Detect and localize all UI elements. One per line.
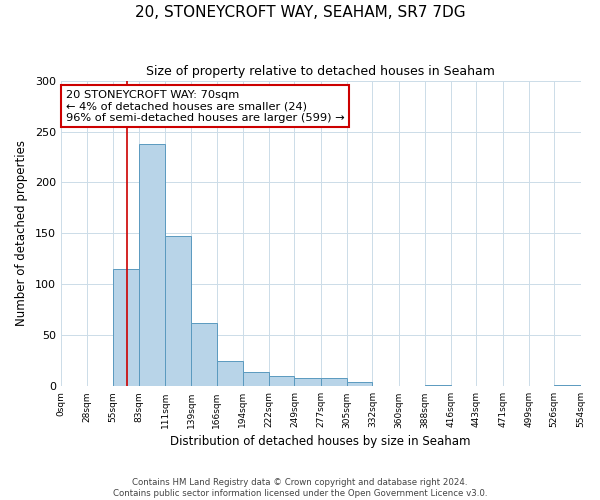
Y-axis label: Number of detached properties: Number of detached properties (15, 140, 28, 326)
Text: 20, STONEYCROFT WAY, SEAHAM, SR7 7DG: 20, STONEYCROFT WAY, SEAHAM, SR7 7DG (134, 5, 466, 20)
Bar (243, 372, 269, 386)
Bar (165, 236, 191, 386)
Text: Contains HM Land Registry data © Crown copyright and database right 2024.
Contai: Contains HM Land Registry data © Crown c… (113, 478, 487, 498)
Bar (347, 382, 372, 386)
Bar (269, 376, 295, 386)
Bar (191, 323, 217, 386)
Bar (139, 144, 165, 386)
Text: 20 STONEYCROFT WAY: 70sqm
← 4% of detached houses are smaller (24)
96% of semi-d: 20 STONEYCROFT WAY: 70sqm ← 4% of detach… (65, 90, 344, 123)
Bar (321, 378, 347, 386)
Bar (217, 361, 243, 386)
Bar (295, 378, 321, 386)
X-axis label: Distribution of detached houses by size in Seaham: Distribution of detached houses by size … (170, 434, 471, 448)
Title: Size of property relative to detached houses in Seaham: Size of property relative to detached ho… (146, 65, 495, 78)
Bar (113, 269, 139, 386)
